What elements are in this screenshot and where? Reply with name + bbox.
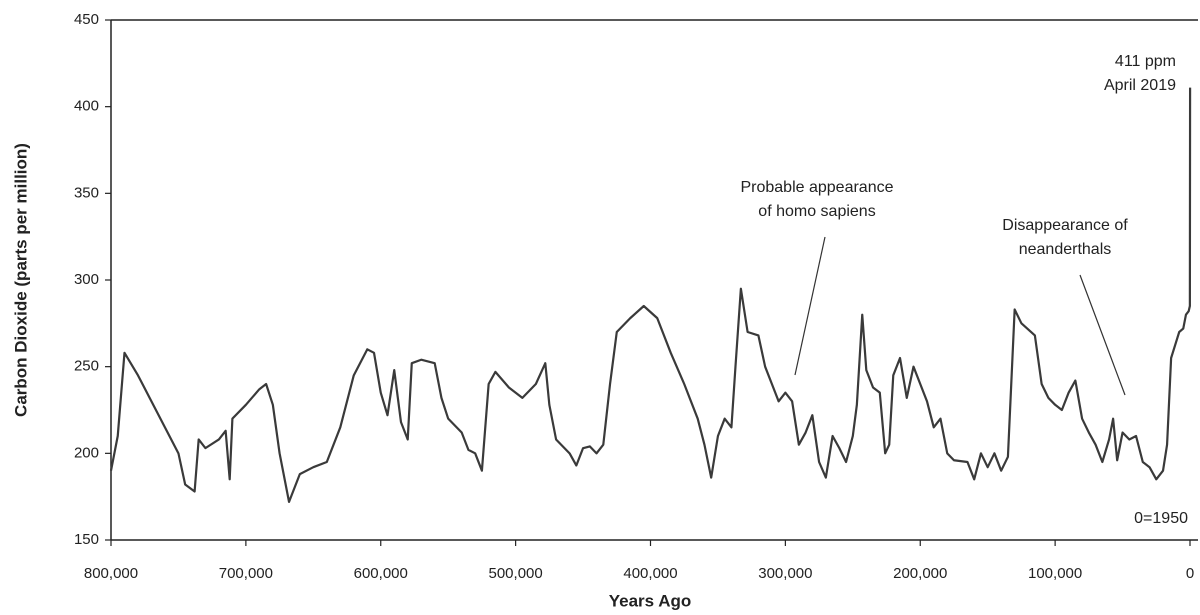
y-tick-label: 350	[74, 184, 99, 201]
annotation: neanderthals	[1019, 241, 1112, 258]
y-tick-label: 450	[74, 11, 99, 28]
x-tick-label: 800,000	[84, 565, 138, 582]
annotation: 0=1950	[1134, 510, 1188, 527]
data-line	[109, 87, 1192, 503]
x-tick-label: 600,000	[354, 565, 408, 582]
y-tick-label: 250	[74, 358, 99, 375]
y-tick-label: 150	[74, 531, 99, 548]
x-tick-label: 300,000	[758, 565, 812, 582]
annotation: April 2019	[1104, 77, 1176, 94]
y-tick-label: 400	[74, 98, 99, 115]
annotation: Disappearance of	[1002, 217, 1128, 234]
x-tick-label: 700,000	[219, 565, 273, 582]
annotation-pointer	[794, 236, 826, 376]
annotation-pointer	[1079, 274, 1126, 396]
y-axis-title: Carbon Dioxide (parts per million)	[11, 143, 30, 417]
annotation: 411 ppm	[1115, 53, 1176, 70]
x-tick-label: 500,000	[489, 565, 543, 582]
x-tick-label: 100,000	[1028, 565, 1082, 582]
x-tick-label: 200,000	[893, 565, 947, 582]
annotation: Probable appearance	[740, 179, 893, 196]
annotation: of homo sapiens	[758, 203, 875, 220]
y-tick-label: 300	[74, 271, 99, 288]
y-tick-label: 200	[74, 444, 99, 461]
x-tick-label: 400,000	[623, 565, 677, 582]
x-axis-title: Years Ago	[609, 591, 692, 610]
x-tick-label: 0	[1186, 565, 1194, 582]
